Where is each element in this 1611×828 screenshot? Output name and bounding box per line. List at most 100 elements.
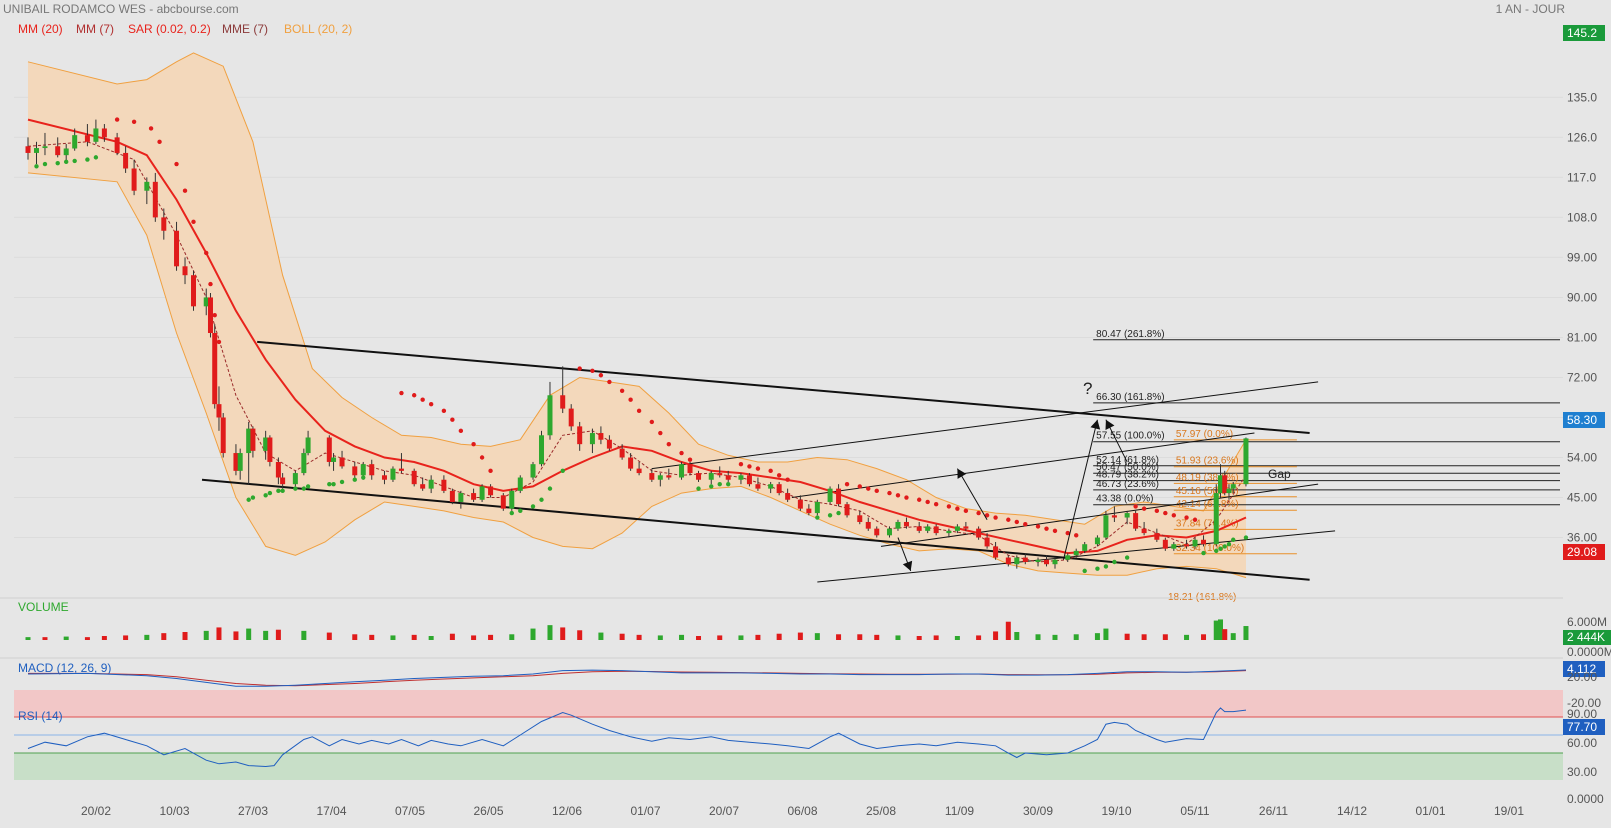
candle-body bbox=[797, 499, 803, 509]
fib-level-label: 52.14 (61.8%) bbox=[1096, 455, 1159, 466]
candle-body bbox=[1124, 513, 1130, 518]
sar-dot-above bbox=[866, 486, 871, 491]
candle-body bbox=[471, 493, 477, 500]
candle-body bbox=[844, 504, 850, 516]
rsi-panel bbox=[14, 690, 1563, 780]
candle-body bbox=[263, 437, 269, 451]
candle-body bbox=[598, 433, 604, 440]
price-tick-label: 54.00 bbox=[1567, 451, 1597, 465]
volume-bar bbox=[1014, 632, 1020, 640]
volume-bar bbox=[63, 636, 69, 640]
candle-body bbox=[1014, 557, 1020, 565]
volume-bar bbox=[246, 628, 252, 640]
rsi-tick-0: 0.0000 bbox=[1567, 792, 1604, 806]
fib-level-label: 57.55 (100.0%) bbox=[1096, 431, 1164, 442]
candle-body bbox=[220, 417, 226, 454]
sar-dot-below bbox=[1243, 535, 1249, 540]
candle-body bbox=[984, 537, 990, 547]
volume-bar bbox=[916, 636, 922, 640]
volume-label: VOLUME bbox=[18, 600, 69, 614]
candle-body bbox=[814, 501, 820, 514]
time-tick-label: 26/11 bbox=[1259, 804, 1288, 818]
candle-body bbox=[776, 484, 782, 494]
candle-body bbox=[827, 488, 833, 502]
sar-dot-above bbox=[984, 513, 990, 518]
sar-dot-above bbox=[411, 393, 417, 398]
volume-bar bbox=[696, 636, 702, 640]
sar-dot-below bbox=[34, 164, 39, 169]
sar-dot-below bbox=[815, 515, 820, 520]
volume-bar bbox=[857, 634, 863, 640]
time-tick-label: 01/07 bbox=[630, 804, 660, 818]
volume-bar bbox=[1213, 620, 1219, 640]
volume-bar bbox=[411, 634, 417, 640]
candle-body bbox=[237, 453, 243, 471]
rsi-line bbox=[27, 707, 1247, 768]
time-tick-label: 06/08 bbox=[787, 804, 817, 818]
candle-body bbox=[305, 437, 311, 454]
candle-body bbox=[331, 457, 337, 462]
bollinger-lower bbox=[27, 172, 1247, 579]
fib-level-label: 50.47 (50.0%) bbox=[1096, 462, 1159, 473]
volume-zero-label: 0.0000M bbox=[1567, 645, 1611, 659]
candle-body bbox=[42, 146, 48, 149]
candle-body bbox=[301, 453, 307, 474]
time-tick-label: 07/05 bbox=[395, 804, 425, 818]
candle-body bbox=[390, 468, 396, 480]
candle-body bbox=[398, 468, 404, 471]
macd-top-label: 20.00 bbox=[1567, 670, 1597, 684]
sar-dot-above bbox=[577, 366, 582, 371]
sar-dot-below bbox=[361, 475, 366, 480]
volume-bar bbox=[874, 634, 880, 640]
sar-dot-below bbox=[1082, 568, 1087, 574]
sar-dot-above bbox=[598, 373, 604, 378]
candle-body bbox=[174, 230, 180, 267]
sar-dot-above bbox=[1023, 521, 1028, 527]
sar-dot-below bbox=[518, 508, 523, 514]
fib-orange-label: 57.97 (0.0%) bbox=[1176, 429, 1233, 440]
sar-dot-above bbox=[666, 441, 672, 447]
sar-dot-above bbox=[785, 477, 790, 482]
volume-bar bbox=[755, 634, 761, 640]
sar-dot-below bbox=[836, 510, 841, 516]
macd-last-badge bbox=[1563, 661, 1605, 677]
volume-bar bbox=[797, 632, 803, 640]
sar-dot-below bbox=[327, 481, 332, 487]
macd-label: MACD (12, 26, 9) bbox=[18, 661, 111, 675]
legend-mm20: MM (20) bbox=[18, 22, 63, 36]
volume-bar bbox=[836, 634, 842, 640]
rsi-overbought-zone bbox=[14, 690, 1563, 717]
candle-body bbox=[292, 473, 298, 485]
candle-body bbox=[1035, 559, 1041, 562]
volume-bar bbox=[1201, 634, 1207, 640]
sar-dot-above bbox=[607, 379, 612, 385]
sar-dot-above bbox=[1074, 533, 1079, 538]
candle-body bbox=[233, 453, 239, 471]
macd-lines bbox=[27, 669, 1247, 687]
price-tick-label: 45.00 bbox=[1567, 491, 1597, 505]
candle-body bbox=[1226, 488, 1232, 494]
sar-dot-above bbox=[174, 161, 179, 167]
volume-tick: 6.000M bbox=[1567, 615, 1607, 629]
sar-dot-above bbox=[619, 388, 625, 394]
candle-body bbox=[976, 528, 982, 538]
bollinger-upper bbox=[27, 52, 1247, 525]
sar-dot-above bbox=[857, 484, 862, 489]
candle-body bbox=[280, 477, 286, 485]
volume-last-label: 2 444K bbox=[1567, 630, 1605, 644]
sar-dot-below bbox=[55, 160, 60, 166]
price-tick-label: 135.0 bbox=[1567, 90, 1597, 104]
price-tick-label: 90.00 bbox=[1567, 290, 1597, 304]
sar-dot-above bbox=[208, 281, 213, 287]
last-price-badge bbox=[1563, 412, 1605, 428]
sar-dot-below bbox=[352, 477, 357, 482]
candle-body bbox=[352, 466, 358, 476]
time-tick-label: 26/05 bbox=[473, 804, 503, 818]
sar-dot-below bbox=[1112, 559, 1117, 565]
max-price-badge bbox=[1563, 25, 1605, 41]
candle-body bbox=[1162, 539, 1168, 549]
candle-body bbox=[1073, 550, 1079, 556]
rsi-last-label: 77.70 bbox=[1567, 720, 1597, 734]
min-price-label: 29.08 bbox=[1567, 545, 1597, 559]
